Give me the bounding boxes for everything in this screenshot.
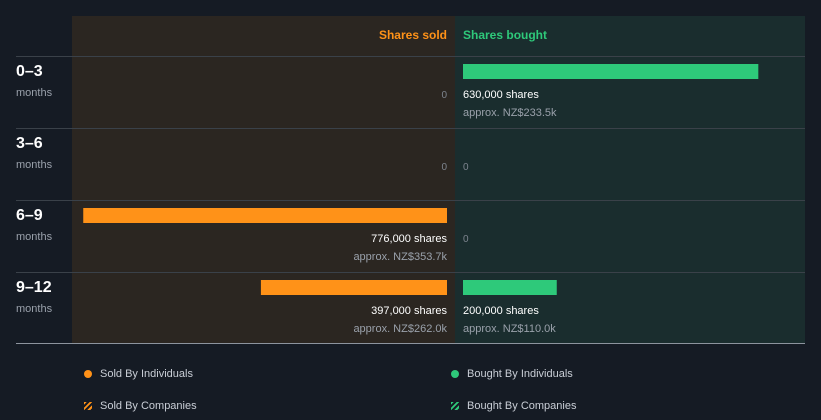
bought-value-label: 630,000 shares: [463, 89, 539, 101]
period-label: 9–12: [16, 279, 52, 296]
legend-dot-icon: [84, 370, 92, 378]
legend-item: Sold By Companies: [84, 400, 197, 412]
sold-zero-label: 0: [441, 90, 447, 101]
legend-item: Bought By Companies: [451, 400, 576, 412]
sold-bar: [260, 280, 447, 295]
period-label: 3–6: [16, 135, 43, 152]
sold-approx-label: approx. NZ$353.7k: [353, 251, 447, 263]
period-sublabel: months: [16, 231, 53, 243]
legend-item: Bought By Individuals: [451, 368, 573, 380]
bought-approx-label: approx. NZ$110.0k: [463, 323, 556, 335]
legend-label: Bought By Individuals: [467, 368, 573, 380]
bought-zero-label: 0: [463, 162, 469, 173]
sold-bar: [83, 208, 447, 223]
sold-value-label: 397,000 shares: [371, 305, 447, 317]
period-label: 0–3: [16, 63, 43, 80]
legend-hatch-icon: [84, 402, 92, 410]
bought-approx-label: approx. NZ$233.5k: [463, 107, 557, 119]
period-sublabel: months: [16, 303, 53, 315]
bought-zero-label: 0: [463, 234, 469, 245]
legend-label: Bought By Companies: [467, 400, 577, 412]
sold-zero-label: 0: [441, 162, 447, 173]
period-label: 6–9: [16, 207, 43, 224]
sold-approx-label: approx. NZ$262.0k: [353, 323, 447, 335]
period-sublabel: months: [16, 159, 53, 171]
legend-label: Sold By Companies: [100, 400, 197, 412]
sold-value-label: 776,000 shares: [371, 233, 447, 245]
legend-item: Sold By Individuals: [84, 368, 193, 380]
bought-header: Shares bought: [463, 28, 547, 42]
legend-label: Sold By Individuals: [100, 368, 193, 380]
legend-dot-icon: [451, 370, 459, 378]
bought-value-label: 200,000 shares: [463, 305, 539, 317]
sold-header: Shares sold: [379, 28, 447, 42]
period-sublabel: months: [16, 87, 53, 99]
legend-hatch-icon: [451, 402, 459, 410]
bought-bar: [463, 280, 557, 295]
bought-bar: [463, 64, 759, 79]
insider-trading-chart: Shares sold Shares bought 0–3 months 0 630,…: [16, 16, 805, 344]
